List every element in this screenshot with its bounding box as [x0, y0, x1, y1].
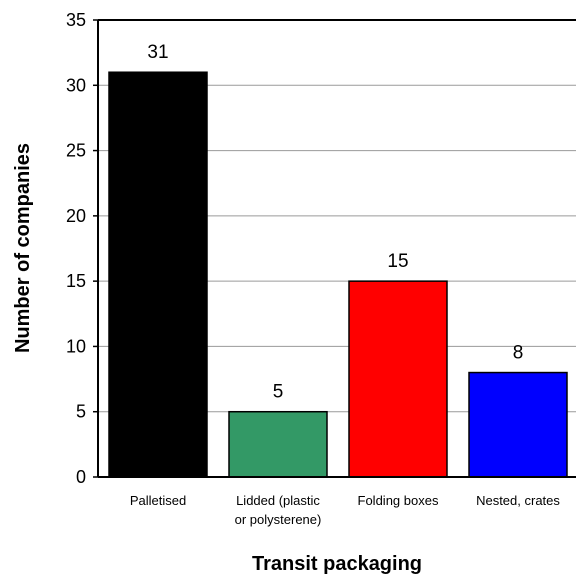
x-tick-label: Nested, crates — [476, 493, 560, 508]
value-label: 15 — [387, 251, 408, 272]
y-tick-label: 10 — [66, 336, 86, 356]
y-tick-label: 35 — [66, 10, 86, 30]
y-tick-label: 5 — [76, 402, 86, 422]
x-axis-title: Transit packaging — [252, 553, 422, 575]
axes — [93, 19, 576, 478]
x-tick-label: Folding boxes — [358, 493, 439, 508]
y-axis-title: Number of companies — [12, 143, 34, 353]
y-tick-labels: 0 5 10 15 20 25 30 35 — [66, 10, 86, 487]
y-tick-label: 0 — [76, 467, 86, 487]
y-tick-label: 20 — [66, 206, 86, 226]
bars — [108, 71, 568, 478]
bar — [468, 371, 568, 478]
x-tick-label: Lidded (plastic — [236, 493, 320, 508]
bar — [348, 280, 448, 478]
y-tick-label: 15 — [66, 271, 86, 291]
bar — [108, 71, 208, 478]
x-tick-label: or polysterene) — [235, 512, 322, 527]
x-tick-labels: Palletised Lidded (plastic or polysterene)… — [130, 493, 561, 527]
y-tick-label: 30 — [66, 75, 86, 95]
bar — [228, 410, 328, 478]
x-tick-label: Palletised — [130, 493, 186, 508]
value-labels: 31 5 15 8 — [147, 42, 523, 402]
value-label: 31 — [147, 42, 168, 63]
value-label: 5 — [273, 382, 284, 403]
y-tick-label: 25 — [66, 141, 86, 161]
value-label: 8 — [513, 343, 524, 364]
